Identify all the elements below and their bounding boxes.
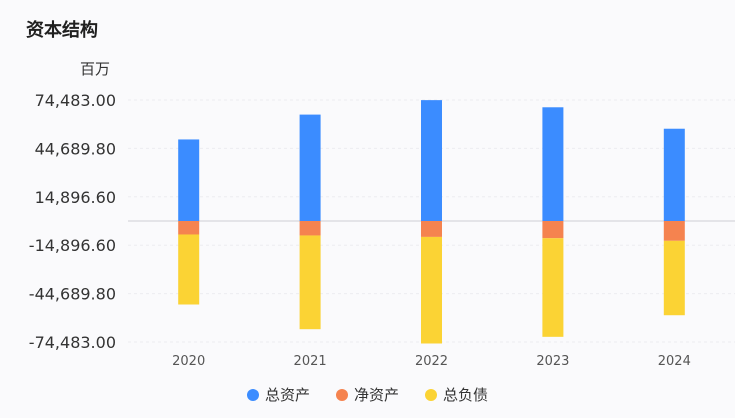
bar-2021-总负债[interactable] (299, 235, 321, 330)
bar-2020-总资产[interactable] (178, 139, 200, 221)
bar-2022-总负债[interactable] (421, 236, 442, 344)
bar-2023-总负债[interactable] (542, 238, 564, 337)
bar-2022-总资产[interactable] (421, 100, 442, 221)
bar-2021-净资产[interactable] (299, 221, 321, 236)
y-tick-label: -44,689.80 (29, 285, 116, 304)
y-tick-label: -74,483.00 (29, 333, 116, 352)
y-tick-label: 44,689.80 (35, 139, 116, 158)
x-tick-label: 2023 (536, 354, 569, 369)
bar-2023-总资产[interactable] (542, 107, 564, 221)
legend-item[interactable]: 净资产 (335, 384, 399, 405)
bar-2024-总负债[interactable] (663, 240, 685, 316)
legend-label: 总资产 (264, 386, 310, 404)
chart-legend: 总资产 净资产 总负债 (0, 384, 735, 405)
legend-dot-icon (425, 388, 437, 401)
x-tick-label: 2020 (172, 354, 205, 369)
y-axis-unit: 百万 (80, 60, 111, 78)
bar-2024-净资产[interactable] (663, 221, 685, 241)
bar-2022-净资产[interactable] (421, 221, 442, 237)
bar-2021-总资产[interactable] (299, 114, 321, 221)
y-tick-label: 74,483.00 (35, 91, 116, 110)
x-tick-label: 2022 (415, 354, 448, 369)
y-tick-label: -14,896.60 (29, 236, 116, 255)
bar-2024-总资产[interactable] (663, 128, 685, 221)
bar-2023-净资产[interactable] (542, 221, 564, 239)
legend-item[interactable]: 总负债 (425, 384, 488, 405)
x-tick-label: 2024 (658, 354, 691, 369)
legend-label: 总负债 (443, 386, 489, 404)
legend-dot-icon (335, 388, 348, 401)
y-tick-label: 14,896.60 (35, 188, 116, 207)
legend-label: 净资产 (353, 386, 399, 404)
legend-item[interactable]: 总资产 (246, 384, 310, 405)
chart-title: 资本结构 (26, 20, 98, 41)
x-tick-label: 2021 (294, 354, 327, 369)
legend-dot-icon (246, 388, 259, 401)
bar-2020-总负债[interactable] (178, 234, 200, 305)
bar-2020-净资产[interactable] (178, 221, 200, 235)
